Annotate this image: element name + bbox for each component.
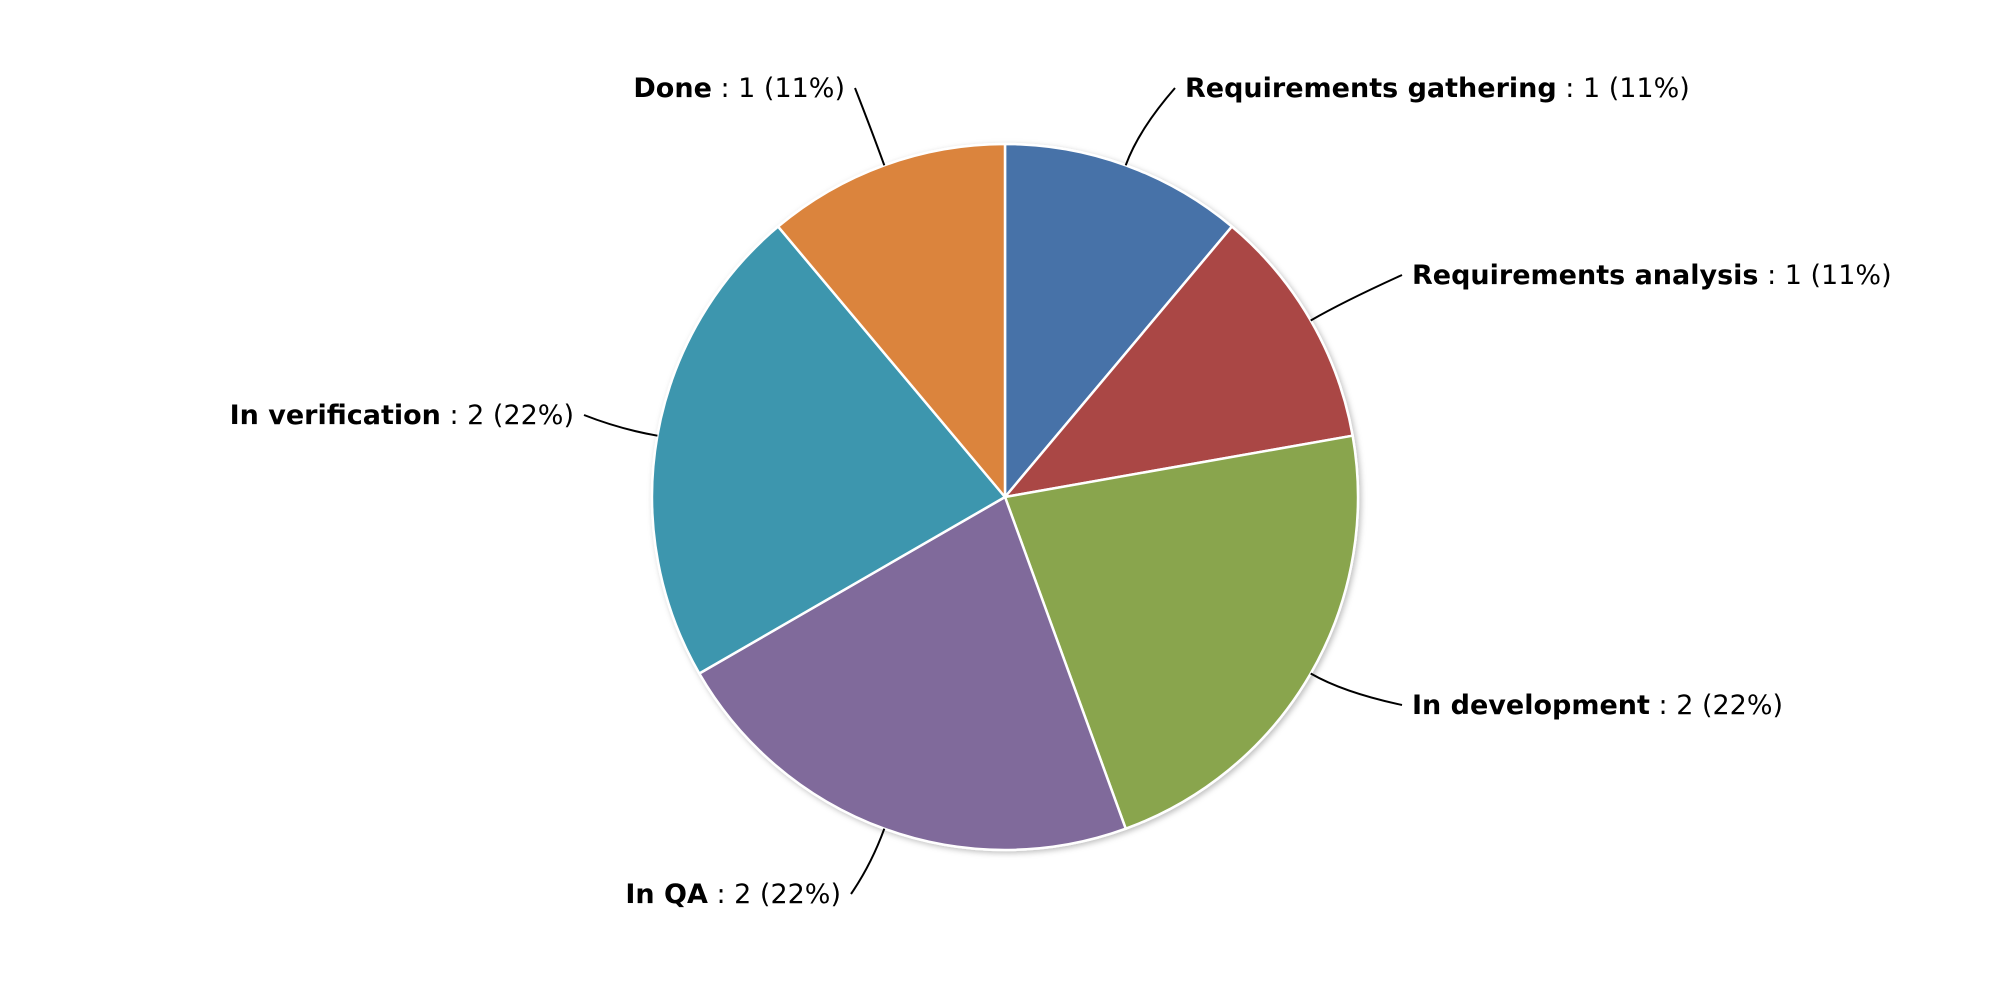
slice-label-value: : 1 (11%): [1557, 73, 1690, 104]
slice-label-name: Requirements gathering: [1185, 73, 1557, 104]
connector-in-development: [1310, 672, 1403, 706]
slice-label-requirements-gathering: Requirements gathering : 1 (11%): [1185, 73, 1690, 104]
slice-label-value: : 2 (22%): [708, 879, 841, 910]
connector-requirements-gathering: [1124, 87, 1176, 166]
slice-label-done: Done : 1 (11%): [633, 73, 845, 104]
connector-done: [854, 87, 886, 166]
connector-requirements-analysis: [1310, 274, 1403, 322]
slice-label-value: : 1 (11%): [712, 73, 845, 104]
slice-label-name: Done: [633, 73, 712, 104]
slice-label-value: : 2 (22%): [1650, 690, 1783, 721]
slice-label-value: : 1 (11%): [1759, 260, 1892, 291]
slice-labels: Requirements gathering : 1 (11%)Requirem…: [230, 73, 1892, 910]
label-connectors: [583, 87, 1403, 895]
slice-label-in-development: In development : 2 (22%): [1412, 690, 1783, 721]
connector-in-verification: [583, 414, 658, 437]
slice-label-name: In verification: [230, 400, 441, 431]
slice-label-value: : 2 (22%): [441, 400, 574, 431]
connector-in-qa: [850, 828, 886, 895]
slice-label-name: In QA: [625, 879, 708, 910]
pie-slices: [650, 142, 1360, 852]
slice-label-name: Requirements analysis: [1412, 260, 1759, 291]
slice-label-name: In development: [1412, 690, 1650, 721]
slice-label-requirements-analysis: Requirements analysis : 1 (11%): [1412, 260, 1892, 291]
slice-label-in-verification: In verification : 2 (22%): [230, 400, 574, 431]
slice-label-in-qa: In QA : 2 (22%): [625, 879, 841, 910]
